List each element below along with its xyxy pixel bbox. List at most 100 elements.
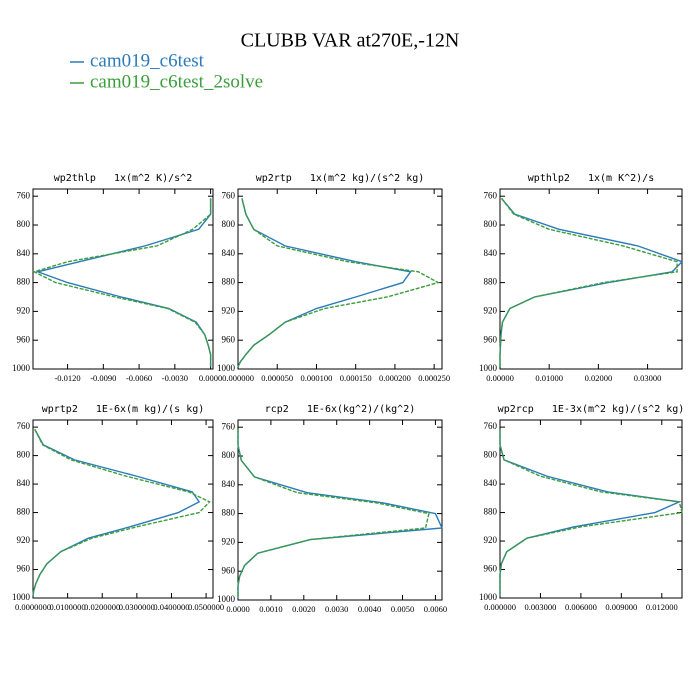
y-tick-label: 800: [484, 450, 498, 460]
y-tick-label: 880: [17, 277, 31, 287]
y-tick-label: 760: [222, 421, 236, 431]
x-tick-label: 0.000250: [418, 373, 450, 383]
x-tick-label: 0.000150: [340, 373, 372, 383]
y-tick-label: 920: [484, 305, 498, 315]
panel-title: wp2rtp 1x(m^2 kg)/(s^2 kg): [256, 173, 425, 184]
series-line: [499, 197, 684, 367]
x-tick-label: 0.0010: [259, 604, 282, 614]
series-line: [237, 198, 440, 368]
x-tick-label: -0.0120: [54, 373, 80, 383]
plot-frame: [237, 188, 443, 370]
panel: wp2rcp 1E-3x(m^2 kg)/(s^2 kg)760 800 840 88…: [479, 404, 684, 612]
series-line: [499, 429, 683, 596]
x-tick-label: 0.0020: [292, 604, 315, 614]
x-tick-label: 0.0200000: [84, 602, 120, 612]
x-tick-label: 0.0000: [199, 373, 222, 383]
y-tick-label: 920: [484, 535, 498, 545]
x-tick-label: 0.0400000: [153, 602, 189, 612]
y-tick-label: 960: [222, 565, 236, 575]
y-tick-label: 920: [17, 305, 31, 315]
y-tick-label: 840: [222, 248, 236, 258]
panel: wpthlp2 1x(m K^2)/s 760 800 840 880 920 960 100…: [479, 173, 684, 383]
y-tick-label: 1000: [217, 594, 236, 604]
x-tick-label: -0.0090: [90, 373, 116, 383]
x-tick-label: 0.0000000: [15, 602, 51, 612]
series-line: [237, 429, 444, 598]
y-tick-label: 840: [17, 248, 31, 258]
x-tick-label: 0.0100000: [50, 602, 86, 612]
x-tick-label: 0.000200: [379, 373, 411, 383]
panel: rcp2 1E-6x(kg^2)/(kg^2) 760 800 840 880 920 96…: [217, 404, 447, 614]
panel: wp2rtp 1x(m^2 kg)/(s^2 kg) 760 800 840 880 92…: [217, 173, 450, 383]
plot-frame: [499, 419, 683, 599]
y-tick-label: 920: [222, 305, 236, 315]
x-tick-label: 0.0060: [424, 604, 447, 614]
series-line: [237, 198, 412, 368]
x-tick-label: -0.0060: [126, 373, 152, 383]
y-tick-label: 840: [484, 478, 498, 488]
x-tick-label: 0.006000: [565, 602, 597, 612]
x-tick-label: 0.00000: [486, 373, 514, 383]
y-tick-label: 1000: [217, 363, 236, 373]
panel-title: wp2thlp 1x(m^2 K)/s^2: [54, 173, 192, 184]
y-tick-label: 1000: [479, 592, 498, 602]
panel-title: rcp2 1E-6x(kg^2)/(kg^2): [265, 404, 416, 415]
x-tick-label: -0.0030: [162, 373, 188, 383]
x-tick-label: 0.000000: [484, 602, 516, 612]
y-tick-label: 800: [222, 219, 236, 229]
x-tick-label: 0.000050: [261, 373, 293, 383]
plot-frame: [499, 188, 683, 370]
y-tick-label: 800: [222, 450, 236, 460]
series-line: [35, 198, 212, 367]
x-tick-label: 0.0300000: [119, 602, 155, 612]
y-tick-label: 1000: [479, 363, 498, 373]
x-tick-label: 0.03000: [634, 373, 662, 383]
x-tick-label: 0.0030: [325, 604, 348, 614]
x-tick-label: 0.009000: [605, 602, 637, 612]
y-tick-label: 800: [484, 219, 498, 229]
y-tick-label: 920: [222, 536, 236, 546]
y-tick-label: 840: [222, 479, 236, 489]
x-tick-label: 0.0500000: [188, 602, 224, 612]
legend-label: cam019_c6test_2solve: [90, 71, 263, 92]
x-tick-label: 0.012000: [646, 602, 678, 612]
series-line: [237, 429, 430, 598]
y-tick-label: 960: [484, 334, 498, 344]
figure-title: CLUBB VAR at270E,-12N: [241, 30, 460, 52]
x-tick-label: 0.0040: [358, 604, 381, 614]
series-line: [32, 428, 201, 596]
x-tick-label: 0.003000: [525, 602, 557, 612]
y-tick-label: 760: [222, 190, 236, 200]
y-tick-label: 1000: [12, 363, 31, 373]
y-tick-label: 960: [17, 334, 31, 344]
x-tick-label: 0.01000: [535, 373, 563, 383]
x-tick-label: 0.000100: [301, 373, 333, 383]
y-tick-label: 840: [17, 478, 31, 488]
x-tick-label: 0.0050: [391, 604, 414, 614]
x-tick-label: 0.02000: [585, 373, 613, 383]
panel: wp2thlp 1x(m^2 K)/s^2 760 800 840 880 920 960 1…: [12, 173, 222, 383]
panel-title: wpthlp2 1x(m K^2)/s: [528, 173, 654, 184]
series-line: [499, 197, 678, 367]
panel-title: wp2rcp 1E-3x(m^2 kg)/(s^2 kg): [498, 404, 685, 415]
y-tick-label: 800: [17, 219, 31, 229]
y-tick-label: 880: [222, 508, 236, 518]
y-tick-label: 880: [222, 277, 236, 287]
plot-frame: [237, 419, 443, 601]
plot-frame: [32, 188, 214, 370]
y-tick-label: 760: [484, 190, 498, 200]
plot-frame: [32, 419, 214, 599]
y-tick-label: 1000: [12, 592, 31, 602]
series-line: [32, 428, 211, 596]
y-tick-label: 760: [484, 421, 498, 431]
x-tick-label: 0.000000: [222, 373, 254, 383]
panel-title: wprtp2 1E-6x(m kg)/(s kg): [42, 404, 205, 415]
y-tick-label: 960: [484, 564, 498, 574]
legend-label: cam019_c6test: [90, 50, 205, 71]
y-tick-label: 960: [17, 564, 31, 574]
y-tick-label: 920: [17, 535, 31, 545]
y-tick-label: 880: [484, 507, 498, 517]
series-line: [499, 429, 682, 596]
y-tick-label: 880: [17, 507, 31, 517]
